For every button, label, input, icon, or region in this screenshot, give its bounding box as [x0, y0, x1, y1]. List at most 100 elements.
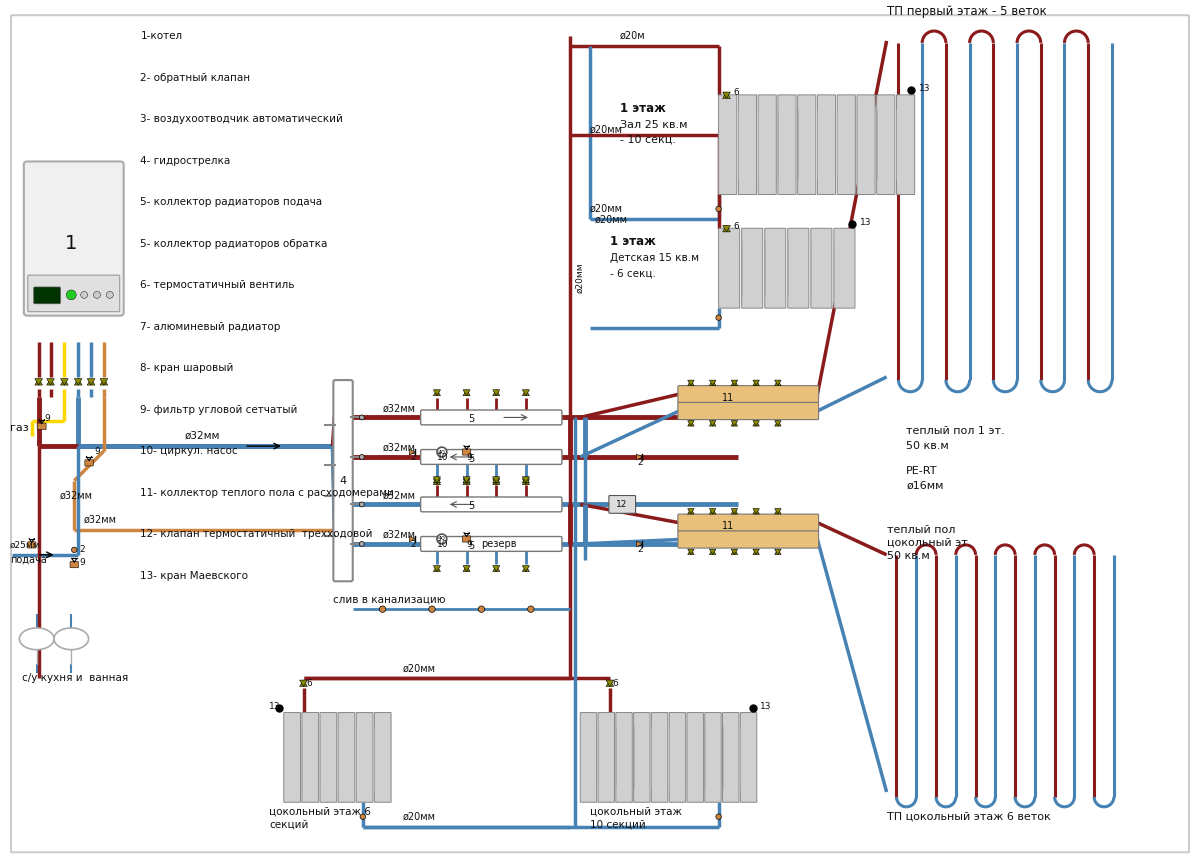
Polygon shape: [731, 421, 738, 426]
Text: секций: секций: [269, 819, 308, 830]
Polygon shape: [752, 509, 760, 514]
Polygon shape: [775, 421, 781, 426]
Polygon shape: [433, 478, 440, 484]
FancyBboxPatch shape: [85, 460, 94, 466]
FancyBboxPatch shape: [758, 94, 776, 194]
Polygon shape: [688, 381, 694, 386]
Text: Детская 15 кв.м: Детская 15 кв.м: [610, 253, 698, 263]
Polygon shape: [709, 549, 716, 555]
Circle shape: [359, 454, 365, 460]
Polygon shape: [433, 477, 440, 483]
Text: 5- коллектор радиаторов подача: 5- коллектор радиаторов подача: [140, 197, 323, 207]
Text: 2- обратный клапан: 2- обратный клапан: [140, 72, 251, 82]
Polygon shape: [688, 381, 694, 386]
Text: 9: 9: [79, 557, 85, 567]
FancyBboxPatch shape: [742, 228, 763, 308]
Polygon shape: [493, 478, 499, 484]
Text: с/у кухня и  ванная: с/у кухня и ванная: [22, 673, 128, 683]
FancyBboxPatch shape: [338, 712, 355, 802]
Text: 40: 40: [438, 537, 446, 541]
Text: 50 кв.м: 50 кв.м: [887, 551, 929, 561]
Text: цокольный эт.: цокольный эт.: [887, 538, 971, 548]
Polygon shape: [731, 509, 738, 514]
Polygon shape: [433, 477, 440, 483]
Polygon shape: [300, 680, 307, 686]
Polygon shape: [722, 225, 731, 232]
Text: 8- кран шаровый: 8- кран шаровый: [140, 363, 234, 373]
Polygon shape: [522, 566, 529, 571]
Text: 10- циркул. насос: 10- циркул. насос: [140, 446, 238, 456]
Polygon shape: [775, 421, 781, 426]
Text: 1 этаж: 1 этаж: [610, 235, 655, 248]
Text: 4- гидрострелка: 4- гидрострелка: [140, 155, 230, 166]
Polygon shape: [433, 566, 440, 571]
Text: 13- кран Маевского: 13- кран Маевского: [140, 570, 248, 581]
Polygon shape: [709, 421, 716, 426]
Circle shape: [66, 290, 77, 300]
Text: 11: 11: [722, 521, 734, 531]
FancyBboxPatch shape: [634, 712, 650, 802]
Text: 13: 13: [269, 702, 281, 711]
Polygon shape: [522, 478, 529, 484]
Text: 2: 2: [410, 453, 416, 462]
Text: ø20мм: ø20мм: [402, 812, 436, 821]
Polygon shape: [709, 549, 716, 555]
Text: ø20мм: ø20мм: [595, 215, 628, 225]
Polygon shape: [74, 379, 82, 385]
Text: ø20мм: ø20мм: [575, 262, 584, 293]
FancyBboxPatch shape: [740, 712, 757, 802]
Polygon shape: [463, 477, 470, 483]
FancyBboxPatch shape: [678, 531, 818, 548]
Text: газ: газ: [10, 423, 29, 433]
Polygon shape: [709, 381, 716, 386]
Text: ø32мм: ø32мм: [383, 404, 415, 413]
FancyBboxPatch shape: [320, 712, 337, 802]
Polygon shape: [731, 549, 738, 555]
FancyBboxPatch shape: [283, 712, 300, 802]
Text: 50 кв.м: 50 кв.м: [906, 441, 949, 451]
Text: ø16мм: ø16мм: [906, 480, 944, 490]
Polygon shape: [709, 509, 716, 514]
Text: ø25мм: ø25мм: [10, 541, 41, 550]
Text: слив в канализацию: слив в канализацию: [334, 594, 445, 604]
Polygon shape: [731, 381, 738, 386]
Polygon shape: [522, 477, 529, 483]
FancyBboxPatch shape: [374, 712, 391, 802]
Text: резерв: резерв: [481, 539, 517, 549]
FancyBboxPatch shape: [896, 94, 914, 194]
Polygon shape: [731, 509, 738, 514]
Polygon shape: [493, 390, 499, 396]
Polygon shape: [731, 381, 738, 386]
Polygon shape: [722, 92, 731, 99]
Polygon shape: [752, 421, 760, 426]
Polygon shape: [433, 478, 440, 484]
Text: ø20мм: ø20мм: [590, 125, 623, 135]
FancyBboxPatch shape: [581, 712, 596, 802]
Circle shape: [94, 291, 101, 298]
Circle shape: [359, 415, 365, 420]
Text: 1: 1: [65, 234, 78, 253]
Polygon shape: [493, 477, 499, 483]
Text: 1-котел: 1-котел: [140, 31, 182, 41]
Text: 10: 10: [437, 539, 449, 549]
Text: ø32мм: ø32мм: [383, 490, 415, 501]
Polygon shape: [88, 379, 95, 385]
FancyBboxPatch shape: [678, 402, 818, 419]
Polygon shape: [493, 566, 499, 571]
Polygon shape: [463, 477, 470, 483]
Circle shape: [437, 534, 446, 544]
Text: ø20мм: ø20мм: [590, 204, 623, 214]
Text: 5: 5: [468, 502, 475, 511]
Polygon shape: [606, 680, 613, 686]
Polygon shape: [688, 509, 694, 514]
Text: ø32мм: ø32мм: [84, 515, 118, 525]
Polygon shape: [752, 381, 760, 386]
Polygon shape: [88, 379, 95, 385]
FancyBboxPatch shape: [24, 161, 124, 315]
Text: теплый пол 1 эт.: теплый пол 1 эт.: [906, 426, 1004, 436]
FancyBboxPatch shape: [70, 562, 78, 568]
Text: 5- коллектор радиаторов обратка: 5- коллектор радиаторов обратка: [140, 239, 328, 248]
FancyBboxPatch shape: [334, 380, 353, 582]
Polygon shape: [752, 549, 760, 555]
Text: 40: 40: [438, 449, 446, 454]
